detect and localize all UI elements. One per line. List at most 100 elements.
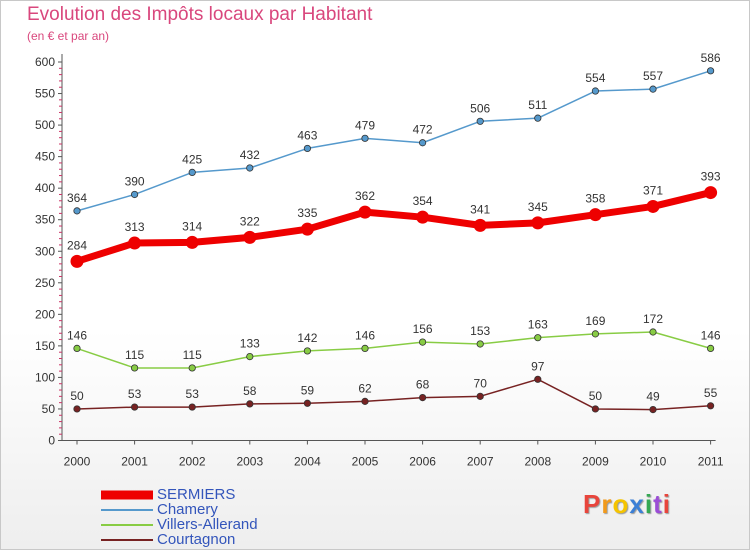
series-line-sermiers xyxy=(73,189,715,265)
legend-swatch-chamery xyxy=(101,508,153,511)
data-label-chamery: 557 xyxy=(643,69,663,83)
data-point-villers-allerand xyxy=(361,344,369,352)
data-point-courtagnon xyxy=(188,403,196,411)
data-label-villers-allerand: 142 xyxy=(297,331,317,345)
data-label-sermiers: 284 xyxy=(67,238,87,252)
legend-label-villers-allerand: Villers-Allerand xyxy=(157,516,258,533)
data-label-villers-allerand: 115 xyxy=(183,348,202,362)
data-point-chamery xyxy=(188,168,196,176)
data-point-villers-allerand xyxy=(131,364,139,372)
legend-label-chamery: Chamery xyxy=(157,501,218,518)
x-tick-label: 2009 xyxy=(582,455,609,469)
data-label-villers-allerand: 133 xyxy=(240,337,260,351)
data-point-courtagnon xyxy=(418,394,427,402)
data-point-sermiers xyxy=(588,208,602,222)
data-point-sermiers xyxy=(358,205,372,219)
data-label-chamery: 364 xyxy=(67,191,87,205)
legend-item-villers-allerand: Villers-Allerand xyxy=(101,517,341,532)
y-tick-label: 250 xyxy=(35,276,55,290)
y-tick-label: 150 xyxy=(35,339,55,353)
data-label-sermiers: 345 xyxy=(528,200,548,214)
data-label-courtagnon: 49 xyxy=(646,390,660,404)
data-point-courtagnon xyxy=(246,400,254,408)
data-label-sermiers: 362 xyxy=(355,189,375,203)
data-label-sermiers: 313 xyxy=(125,220,145,234)
data-label-sermiers: 354 xyxy=(413,194,433,208)
data-point-courtagnon xyxy=(649,405,657,414)
data-point-chamery xyxy=(73,207,81,215)
legend-label-courtagnon: Courtagnon xyxy=(157,531,236,548)
logo-letter: r xyxy=(601,489,613,519)
logo-letter: i xyxy=(644,489,654,519)
data-label-villers-allerand: 153 xyxy=(470,324,490,338)
data-label-courtagnon: 68 xyxy=(416,378,430,392)
chart-subtitle: (en € et par an) xyxy=(27,29,110,43)
y-tick-label: 400 xyxy=(35,181,55,195)
data-label-sermiers: 341 xyxy=(470,202,490,216)
x-tick-label: 2003 xyxy=(236,455,263,469)
chart-title: Evolution des Impôts locaux par Habitant xyxy=(27,4,373,25)
logo-letter: P xyxy=(583,489,602,519)
series-line-courtagnon xyxy=(76,378,712,411)
data-point-chamery xyxy=(649,85,657,93)
data-label-chamery: 432 xyxy=(240,148,260,162)
data-label-chamery: 554 xyxy=(585,71,605,85)
legend-item-sermiers: SERMIERS xyxy=(101,487,341,502)
data-label-villers-allerand: 146 xyxy=(355,328,375,342)
data-label-sermiers: 314 xyxy=(182,219,202,233)
data-label-courtagnon: 59 xyxy=(301,383,315,397)
data-label-sermiers: 335 xyxy=(297,206,317,220)
data-point-villers-allerand xyxy=(303,347,311,355)
data-label-villers-allerand: 169 xyxy=(585,314,605,328)
data-point-sermiers xyxy=(185,235,199,249)
data-label-chamery: 390 xyxy=(125,174,145,188)
data-point-chamery xyxy=(131,190,139,199)
legend: SERMIERS Chamery Villers-Allerand Courta… xyxy=(101,487,341,547)
data-label-chamery: 511 xyxy=(528,98,547,112)
proxiti-logo: Proxiti xyxy=(583,489,671,520)
data-point-sermiers xyxy=(300,222,314,236)
data-point-courtagnon xyxy=(361,397,369,405)
y-tick-label: 300 xyxy=(35,244,55,258)
legend-item-chamery: Chamery xyxy=(101,502,341,517)
data-point-sermiers xyxy=(646,199,660,213)
data-label-sermiers: 322 xyxy=(240,214,260,228)
data-point-courtagnon xyxy=(591,405,600,413)
data-point-courtagnon xyxy=(131,403,139,411)
data-point-villers-allerand xyxy=(476,340,484,348)
data-point-sermiers xyxy=(531,216,545,230)
data-point-villers-allerand xyxy=(591,330,600,338)
data-point-sermiers xyxy=(243,230,257,244)
data-label-villers-allerand: 172 xyxy=(643,312,663,326)
y-tick-label: 0 xyxy=(48,434,55,448)
data-label-courtagnon: 53 xyxy=(186,387,200,401)
data-label-chamery: 506 xyxy=(470,101,490,115)
legend-item-courtagnon: Courtagnon xyxy=(101,532,341,547)
data-point-courtagnon xyxy=(534,375,542,383)
data-point-villers-allerand xyxy=(418,338,427,346)
x-tick-label: 2010 xyxy=(640,455,667,469)
data-label-courtagnon: 55 xyxy=(704,386,718,400)
data-point-sermiers xyxy=(473,218,487,232)
data-point-chamery xyxy=(361,134,369,142)
data-point-villers-allerand xyxy=(73,344,81,352)
data-point-villers-allerand xyxy=(534,334,542,342)
data-label-courtagnon: 50 xyxy=(589,389,603,403)
x-tick-label: 2004 xyxy=(294,455,321,469)
data-label-courtagnon: 50 xyxy=(70,389,84,403)
series-line-villers-allerand xyxy=(76,331,712,369)
series-line-chamery xyxy=(76,70,712,212)
data-point-villers-allerand xyxy=(246,352,254,361)
data-point-courtagnon xyxy=(303,399,311,407)
y-tick-label: 550 xyxy=(35,87,55,101)
legend-swatch-villers-allerand xyxy=(101,523,153,526)
data-label-courtagnon: 58 xyxy=(243,384,257,398)
data-point-villers-allerand xyxy=(649,328,657,336)
y-tick-label: 100 xyxy=(35,370,55,384)
legend-label-sermiers: SERMIERS xyxy=(157,486,236,503)
x-tick-label: 2002 xyxy=(179,455,206,469)
data-point-chamery xyxy=(591,87,600,95)
y-tick-label: 50 xyxy=(42,402,56,416)
